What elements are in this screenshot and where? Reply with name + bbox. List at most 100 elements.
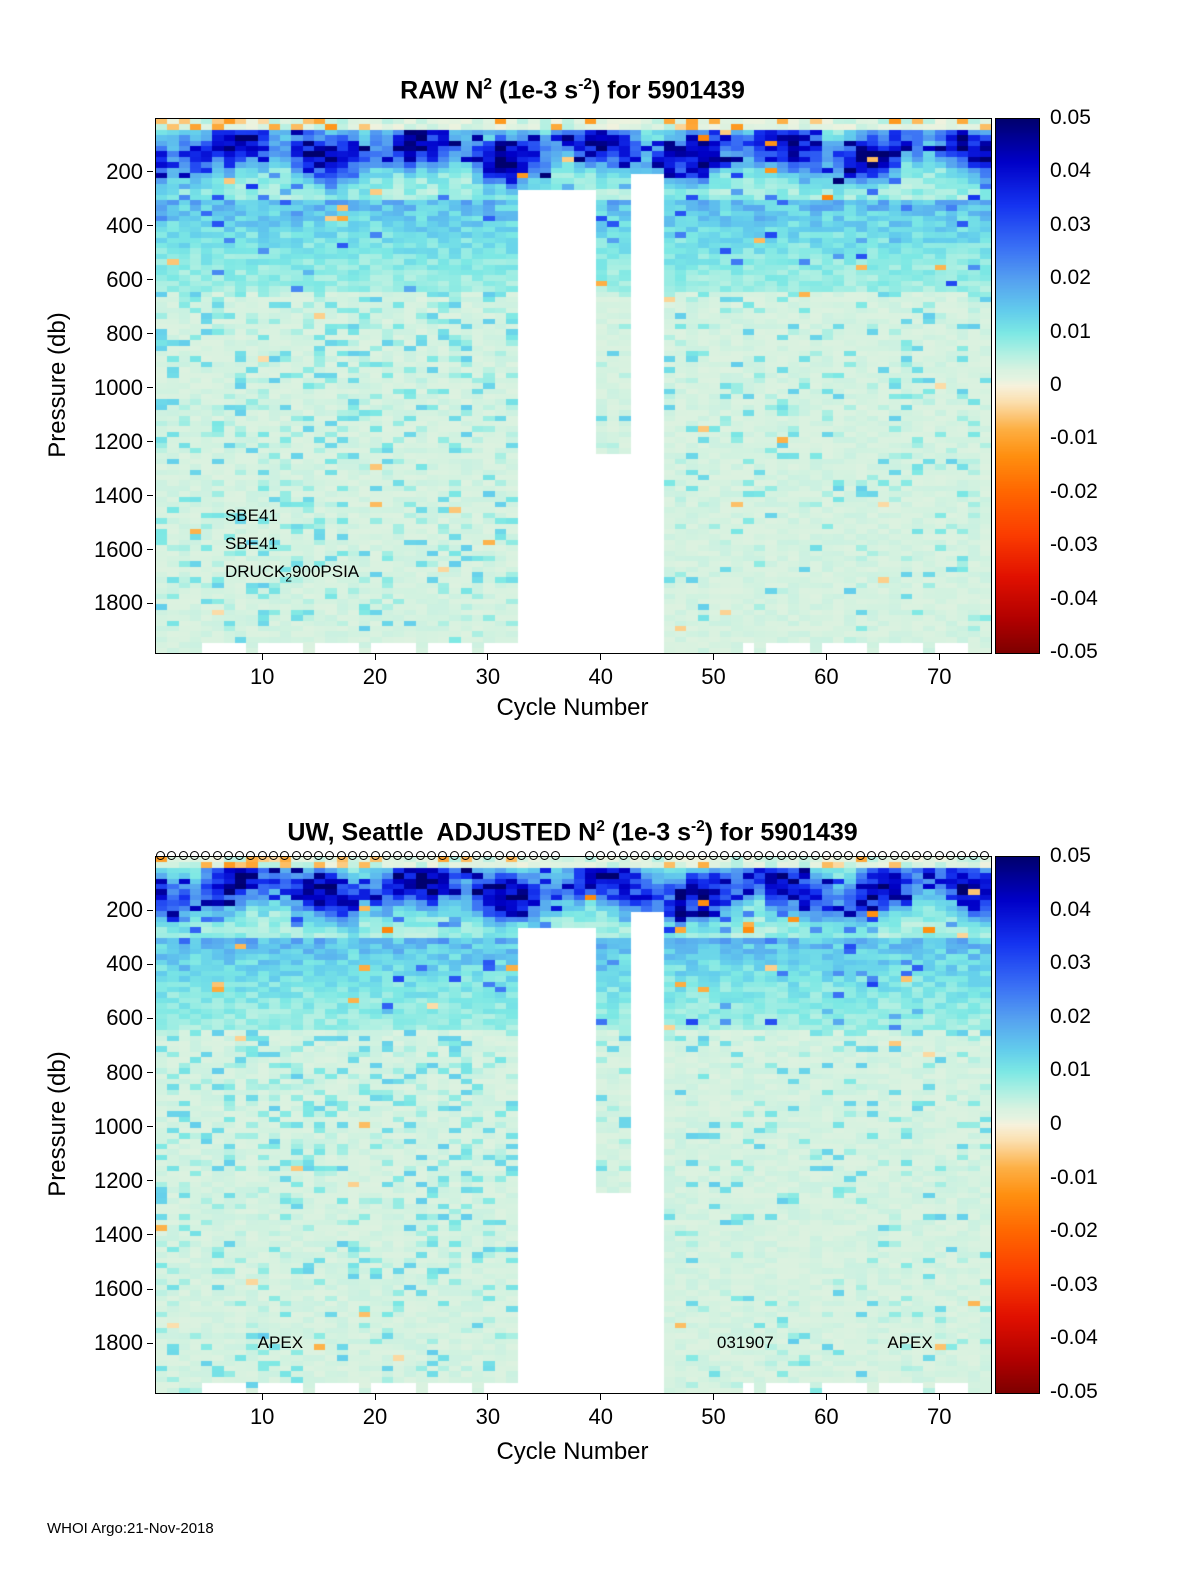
adjusted-y-tick-label: 600 — [106, 1005, 143, 1031]
raw-x-tick-label: 50 — [701, 664, 726, 689]
raw-y-tickmark — [147, 602, 153, 604]
annotation-subscript: 2 — [285, 570, 293, 585]
raw-x-tickmark — [825, 654, 827, 660]
raw-y-tickmark — [147, 171, 153, 173]
adjusted-x-tickmark — [261, 1394, 263, 1400]
cycle-marker-circle — [268, 850, 278, 860]
cycle-marker-circle — [505, 850, 515, 860]
adjusted-x-tick-label: 20 — [362, 1404, 388, 1429]
cycle-marker-circle — [517, 850, 527, 860]
cycle-marker-circle — [754, 850, 764, 860]
cycle-marker-circle — [821, 850, 831, 860]
raw-y-tick-label: 1200 — [94, 428, 143, 454]
adjusted-y-tickmark — [147, 1288, 153, 1290]
raw-colorbar-canvas — [996, 119, 1039, 653]
adjusted-y-tick-label: 1400 — [94, 1221, 143, 1247]
cycle-marker-circle — [494, 850, 504, 860]
cycle-marker-circle — [404, 850, 414, 860]
adjusted-y-tickmark — [147, 1180, 153, 1182]
adjusted-colorbar-canvas — [996, 857, 1039, 1393]
raw-x-tick-label: 30 — [475, 664, 501, 689]
raw-colorbar-tick-label: 0.05 — [1050, 106, 1091, 129]
cycle-marker-circle — [878, 850, 888, 860]
raw-x-tickmark — [374, 654, 376, 660]
cycle-marker-circle — [291, 850, 301, 860]
cycle-marker-circle — [652, 850, 662, 860]
cycle-marker-circle — [855, 850, 865, 860]
adjusted-x-tickmark — [713, 1394, 715, 1400]
cycle-marker-circle — [257, 850, 267, 860]
adjusted-y-tick-label: 1600 — [94, 1276, 143, 1302]
adjusted-x-tickmark — [487, 1394, 489, 1400]
raw-heatmap-plot — [155, 118, 992, 654]
cycle-marker-circle — [539, 850, 549, 860]
adjusted-x-axis-label: Cycle Number — [496, 1438, 649, 1465]
raw-colorbar-tick-label: -0.01 — [1050, 426, 1098, 450]
cycle-marker-circle — [167, 850, 177, 860]
raw-y-tick-label: 200 — [106, 158, 143, 184]
adjusted-colorbar-tick-label: 0.03 — [1050, 951, 1091, 975]
cycle-marker-circle — [912, 850, 922, 860]
adjusted-colorbar-tick-label: 0.01 — [1050, 1058, 1091, 1082]
adjusted-colorbar-tick-label: -0.05 — [1050, 1380, 1098, 1403]
cycle-marker-circle — [212, 850, 222, 860]
raw-colorbar-tick-label: -0.05 — [1050, 640, 1098, 663]
adjusted-y-tick-label: 800 — [106, 1059, 143, 1085]
cycle-marker-circle — [280, 850, 290, 860]
cycle-marker-circle — [867, 850, 877, 860]
cycle-marker-circle — [438, 850, 448, 860]
cycle-marker-circle — [460, 850, 470, 860]
adjusted-heatmap-plot — [155, 856, 992, 1394]
annotation-sensor-2: SBE41 — [224, 534, 278, 554]
raw-y-tick-label: 800 — [106, 320, 143, 346]
adjusted-colorbar-tick-label: -0.01 — [1050, 1165, 1098, 1189]
cycle-marker-circle — [833, 850, 843, 860]
annotation-text: 900PSIA — [292, 561, 360, 581]
adjusted-x-tick-label: 70 — [926, 1404, 952, 1429]
cycle-marker-circle — [957, 850, 967, 860]
raw-x-tick-label: 60 — [814, 664, 839, 689]
adjusted-x-tickmark — [600, 1394, 602, 1400]
annotation-float-id: 031907 — [716, 1333, 774, 1353]
raw-y-tickmark — [147, 225, 153, 227]
cycle-marker-circle — [697, 850, 707, 860]
title-superscript: 2 — [596, 818, 605, 835]
adjusted-y-tick-label: 1200 — [94, 1167, 143, 1193]
cycle-marker-circle — [472, 850, 482, 860]
raw-y-tickmark — [147, 279, 153, 281]
adjusted-x-tick-label: 60 — [814, 1404, 839, 1429]
cycle-marker-circle — [483, 850, 493, 860]
raw-colorbar-tick-label: -0.04 — [1050, 586, 1098, 610]
raw-colorbar-tick-label: 0.03 — [1050, 212, 1091, 236]
adjusted-y-tickmark — [147, 1017, 153, 1019]
title-text: ) for 5901439 — [704, 818, 858, 847]
adjusted-y-tickmark — [147, 1126, 153, 1128]
adjusted-y-tickmark — [147, 1342, 153, 1344]
cycle-marker-circle — [968, 850, 978, 860]
annotation-text: DRUCK — [224, 561, 286, 581]
adjusted-y-tick-label: 1800 — [94, 1330, 143, 1356]
adjusted-x-tick-label: 50 — [701, 1404, 726, 1429]
cycle-marker-circle — [314, 850, 324, 860]
cycle-marker-circle — [189, 850, 199, 860]
raw-x-tickmark — [600, 654, 602, 660]
cycle-marker-circle — [979, 850, 989, 860]
raw-colorbar-tick-label: 0 — [1050, 373, 1062, 396]
raw-x-tick-label: 10 — [249, 664, 275, 689]
cycle-marker-circle — [946, 850, 955, 860]
adjusted-heatmap-canvas — [156, 857, 991, 1393]
title-text: (1e-3 s — [604, 818, 691, 847]
raw-colorbar-tick-label: -0.03 — [1050, 533, 1098, 557]
adjusted-colorbar-tick-label: 0.02 — [1050, 1004, 1091, 1028]
cycle-marker-circle — [584, 850, 594, 860]
cycle-marker-circle — [223, 850, 233, 860]
cycle-marker-circle — [426, 850, 436, 860]
adjusted-y-tick-label: 400 — [106, 951, 143, 977]
adjusted-colorbar-tick-label: 0 — [1050, 1112, 1062, 1135]
cycle-marker-circle — [686, 850, 696, 860]
raw-x-axis-label: Cycle Number — [496, 694, 649, 721]
cycle-marker-circle — [302, 850, 312, 860]
cycle-marker-circle — [528, 850, 538, 860]
raw-x-tickmark — [938, 654, 940, 660]
